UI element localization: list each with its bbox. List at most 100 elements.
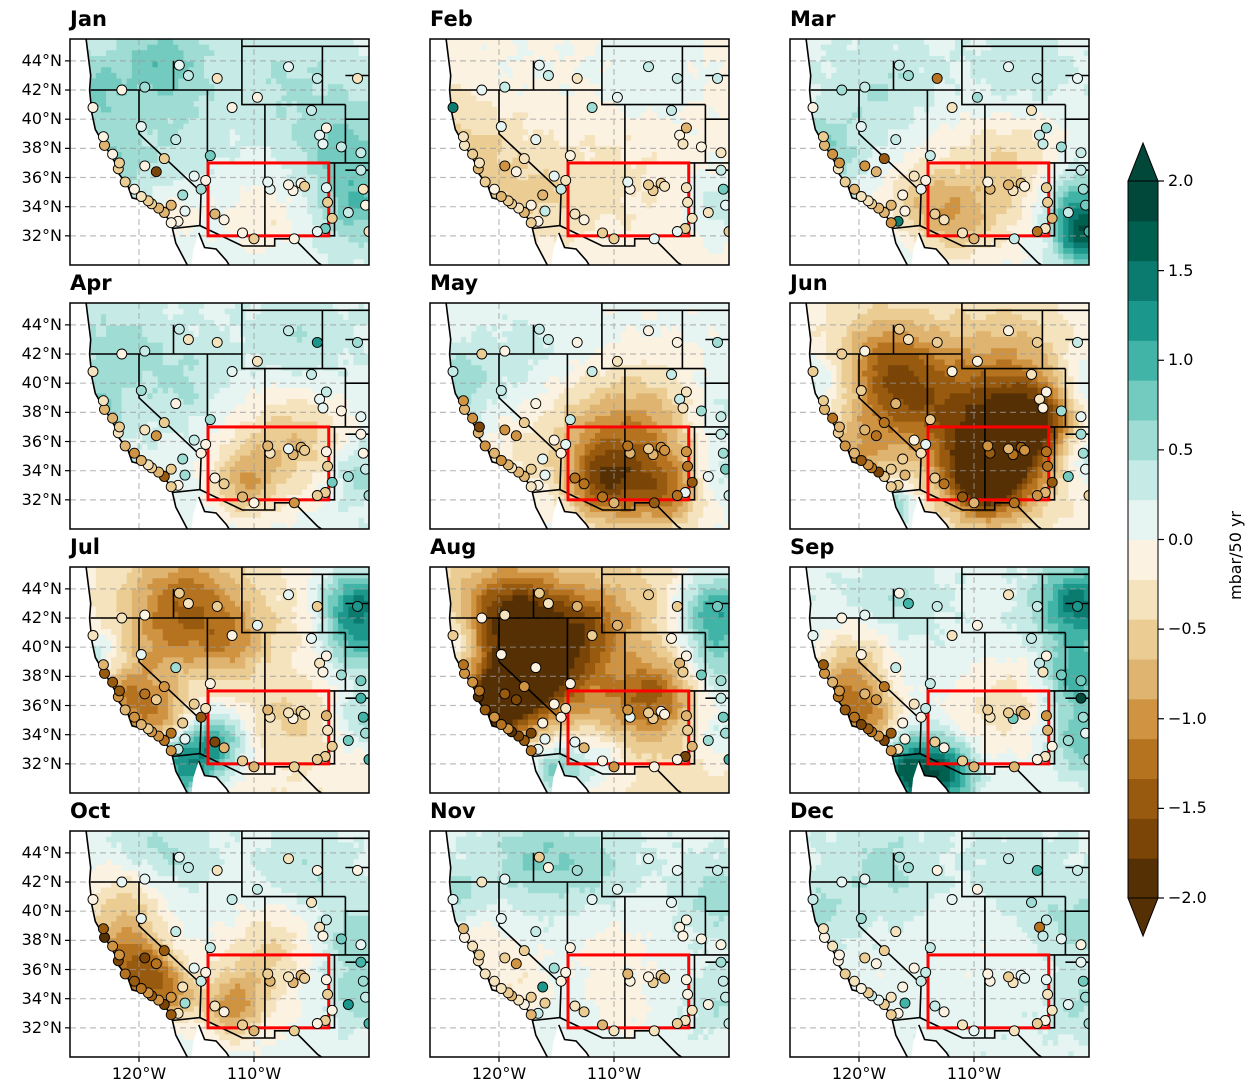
station-marker (108, 677, 118, 687)
station-marker (672, 1019, 682, 1029)
latitude-label: 36°N (2, 698, 62, 714)
station-marker (249, 762, 259, 772)
colorbar-segment (1128, 779, 1158, 819)
latitude-label: 40°N (2, 375, 62, 391)
station-marker (579, 479, 589, 489)
colorbar-segment (1128, 739, 1158, 779)
colorbar-tick-label: 2.0 (1168, 173, 1193, 189)
colorbar-tick-label: −2.0 (1168, 890, 1207, 906)
station-marker (312, 73, 322, 83)
station-marker (900, 206, 910, 216)
station-marker (489, 184, 499, 194)
station-marker (189, 435, 199, 445)
station-marker (500, 425, 510, 435)
station-marker (1038, 403, 1048, 413)
station-marker (1076, 676, 1086, 686)
station-marker (609, 1026, 619, 1036)
colorbar-tick-label: 1.5 (1168, 263, 1193, 279)
station-marker (561, 175, 571, 185)
station-marker (210, 209, 220, 219)
station-marker (189, 699, 199, 709)
station-marker (140, 953, 150, 963)
colorbar-tick-label: −0.5 (1168, 621, 1207, 637)
station-marker (958, 756, 968, 766)
station-marker (252, 620, 262, 630)
station-marker (117, 877, 127, 887)
station-marker (212, 601, 222, 611)
latitude-label: 38°N (2, 932, 62, 948)
station-marker (886, 218, 896, 228)
station-marker (549, 699, 559, 709)
station-marker (519, 154, 529, 164)
station-marker (572, 73, 582, 83)
station-marker (1056, 670, 1066, 680)
station-marker (474, 158, 484, 168)
station-marker (1032, 73, 1042, 83)
station-marker (489, 976, 499, 986)
station-marker (178, 718, 188, 728)
station-marker (925, 679, 935, 689)
station-marker (321, 123, 331, 133)
station-marker (930, 1001, 940, 1011)
station-marker (166, 992, 176, 1002)
panel-title: Apr (70, 273, 112, 294)
colorbar-segment (1128, 420, 1158, 460)
station-marker (289, 762, 299, 772)
latitude-label: 32°N (2, 756, 62, 772)
station-marker (1043, 461, 1053, 471)
station-marker (151, 431, 161, 441)
station-marker (159, 682, 169, 692)
station-marker (321, 711, 331, 721)
station-marker (681, 387, 691, 397)
station-marker (174, 588, 184, 598)
station-marker (678, 139, 688, 149)
station-marker (140, 425, 150, 435)
station-marker (828, 149, 838, 159)
station-marker (356, 412, 366, 422)
station-marker (210, 1001, 220, 1011)
station-marker (1038, 667, 1048, 677)
station-marker (1076, 412, 1086, 422)
station-marker (284, 590, 294, 600)
station-marker (808, 103, 818, 113)
colorbar-segment (1128, 659, 1158, 699)
station-marker (227, 631, 237, 641)
station-marker (1038, 931, 1048, 941)
station-marker (696, 934, 706, 944)
station-marker (572, 865, 582, 875)
panel-title: May (430, 273, 478, 294)
station-marker (909, 435, 919, 445)
station-marker (939, 743, 949, 753)
station-marker (612, 620, 622, 630)
station-marker (649, 498, 659, 508)
station-marker (358, 184, 368, 194)
station-marker (1041, 915, 1051, 925)
colorbar-segment (1128, 261, 1158, 301)
station-marker (543, 71, 553, 81)
station-marker (644, 708, 654, 718)
station-marker (210, 473, 220, 483)
colorbar-segment (1128, 181, 1158, 221)
station-marker (117, 349, 127, 359)
station-marker (178, 454, 188, 464)
station-marker (183, 71, 193, 81)
station-marker (538, 982, 548, 992)
station-marker (227, 367, 237, 377)
station-marker (1032, 1019, 1042, 1029)
station-marker (886, 992, 896, 1002)
station-marker (1041, 183, 1051, 193)
station-marker (1009, 1026, 1019, 1036)
latitude-label: 40°N (2, 111, 62, 127)
station-marker (837, 85, 847, 95)
station-marker (716, 148, 726, 158)
station-marker (477, 877, 487, 887)
station-marker (683, 461, 693, 471)
station-marker (834, 422, 844, 432)
station-marker (120, 705, 130, 715)
station-marker (687, 213, 697, 223)
station-marker (219, 479, 229, 489)
station-marker (903, 335, 913, 345)
station-marker (1073, 601, 1083, 611)
latitude-label: 42°N (2, 610, 62, 626)
station-marker (496, 122, 506, 132)
